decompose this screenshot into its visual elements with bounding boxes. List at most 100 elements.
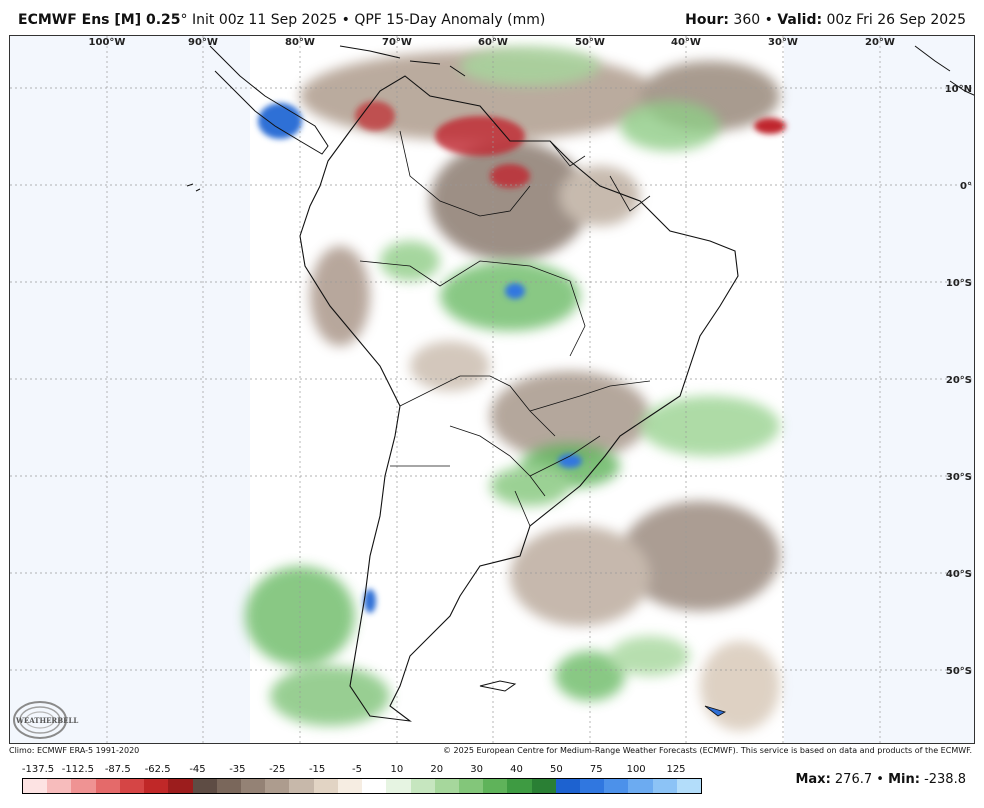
colorbar-segment: [144, 779, 169, 793]
central-america-coastline: [209, 45, 329, 155]
country-borders: [359, 130, 651, 527]
colorbar-tick-label: -137.5: [21, 764, 55, 775]
colorbar-tick-label: -25: [269, 764, 286, 775]
south-georgia: [704, 705, 727, 717]
latitude-labels: 10°N 0° 10°S 20°S 30°S 40°S 50°S: [945, 84, 972, 677]
lon-label-30w: 30°W: [768, 37, 798, 48]
lat-label-0: 0°: [960, 181, 972, 192]
map-panel: 100°W 90°W 80°W 70°W 60°W 50°W 40°W 30°W…: [9, 35, 975, 744]
colorbar-segment: [676, 779, 702, 793]
colorbar-segment: [628, 779, 653, 793]
colorbar-tick-label: -5: [352, 764, 362, 775]
colorbar-segment: [386, 779, 411, 793]
colorbar-tick-label: -35: [229, 764, 246, 775]
colorbar-segment: [265, 779, 290, 793]
galapagos-islands: [186, 183, 201, 192]
colorbar-segment: [216, 779, 241, 793]
copyright-note: © 2025 European Centre for Medium-Range …: [443, 746, 972, 755]
colorbar-segment: [555, 779, 581, 793]
colorbar-segment: [410, 779, 435, 793]
colorbar-segment: [313, 779, 338, 793]
colorbar-segment: [192, 779, 217, 793]
lat-label-50s: 50°S: [946, 666, 972, 677]
title-left: ECMWF Ens [M] 0.25° Init 00z 11 Sep 2025…: [18, 12, 545, 28]
lon-label-50w: 50°W: [575, 37, 605, 48]
min-label: Min:: [888, 772, 920, 787]
hour-label: Hour:: [685, 12, 729, 28]
lat-label-20s: 20°S: [946, 375, 972, 386]
colorbar-segment: [47, 779, 72, 793]
graticule: [10, 36, 974, 743]
bullet-2: •: [764, 12, 773, 28]
lat-label-30s: 30°S: [946, 472, 972, 483]
title-right: Hour: 360 • Valid: 00z Fri 26 Sep 2025: [685, 12, 966, 28]
valid-label: Valid:: [777, 12, 823, 28]
dry-anomaly-areas: [300, 51, 780, 731]
colorbar-tick-label: 75: [589, 764, 603, 775]
colorbar-segment: [71, 779, 96, 793]
caribbean-islands: [339, 45, 466, 77]
colorbar-segment: [168, 779, 193, 793]
colorbar-segment: [289, 779, 314, 793]
map-svg: 100°W 90°W 80°W 70°W 60°W 50°W 40°W 30°W…: [10, 36, 974, 743]
colorbar-tick-label: 30: [470, 764, 483, 775]
stats-bullet: •: [876, 772, 884, 787]
colorbar-segment: [531, 779, 556, 793]
max-min-stats: Max: 276.7 • Min: -238.8: [795, 772, 966, 787]
lon-label-80w: 80°W: [285, 37, 315, 48]
colorbar-segment: [119, 779, 145, 793]
colorbar-tick-label: -45: [189, 764, 206, 775]
colorbar-segment: [580, 779, 605, 793]
lon-label-70w: 70°W: [382, 37, 412, 48]
colorbar-tick-label: 100: [626, 764, 646, 775]
colorbar-segment: [362, 779, 387, 793]
colorbar-tick-label: -87.5: [104, 764, 131, 775]
longitude-labels: 100°W 90°W 80°W 70°W 60°W 50°W 40°W 30°W…: [89, 37, 895, 48]
colorbar-tick-label: 10: [390, 764, 404, 775]
product-name: QPF 15-Day Anomaly (mm): [354, 12, 546, 28]
colorbar-segment: [483, 779, 508, 793]
colorbar-segment: [458, 779, 484, 793]
max-label: Max:: [795, 772, 831, 787]
colorbar-segment: [23, 779, 48, 793]
lon-label-20w: 20°W: [865, 37, 895, 48]
lat-label-10n: 10°N: [945, 84, 972, 95]
colorbar-segment: [240, 779, 266, 793]
colorbar-bar: [22, 778, 702, 794]
colorbar-segment: [652, 779, 677, 793]
weatherbell-logo: WEATHERBELL: [12, 698, 82, 740]
title-bar: ECMWF Ens [M] 0.25° Init 00z 11 Sep 2025…: [0, 0, 984, 34]
valid-value: 00z Fri 26 Sep 2025: [826, 12, 966, 28]
hour-value: 360: [733, 12, 761, 28]
logo-text: WEATHERBELL: [15, 716, 78, 725]
model-name: ECMWF Ens [M] 0.25: [18, 12, 181, 28]
lon-label-40w: 40°W: [671, 37, 701, 48]
colorbar-segment: [507, 779, 532, 793]
falkland-islands: [479, 680, 517, 692]
colorbar-tick-label: -112.5: [61, 764, 94, 775]
africa-coastline: [914, 45, 974, 96]
colorbar-segment: [604, 779, 629, 793]
colorbar-tick-label: -15: [308, 764, 326, 775]
bullet-1: •: [341, 12, 350, 28]
climo-note: Climo: ECMWF ERA-5 1991-2020: [9, 746, 140, 755]
max-value: 276.7: [834, 772, 873, 787]
lon-label-100w: 100°W: [89, 37, 126, 48]
colorbar-tick-label: 50: [550, 764, 563, 775]
colorbar-tick-label: 20: [430, 764, 444, 775]
lat-label-40s: 40°S: [946, 569, 972, 580]
colorbar-tick-label: 40: [510, 764, 523, 775]
colorbar-segment: [337, 779, 363, 793]
lon-label-90w: 90°W: [188, 37, 218, 48]
colorbar-tick-label: 125: [666, 764, 686, 775]
min-value: -238.8: [924, 772, 966, 787]
south-america-coastline: [299, 75, 739, 722]
colorbar: -137.5 -112.5 -87.5 -62.5 -45 -35 -25 -15 -5 10 20…: [22, 764, 702, 794]
colorbar-tick-label: -62.5: [144, 764, 171, 775]
colorbar-segment: [95, 779, 120, 793]
lat-label-10s: 10°S: [946, 278, 972, 289]
lon-label-60w: 60°W: [478, 37, 508, 48]
colorbar-segment: [434, 779, 459, 793]
degree-symbol: °: [180, 12, 188, 28]
init-time: Init 00z 11 Sep 2025: [191, 12, 338, 28]
